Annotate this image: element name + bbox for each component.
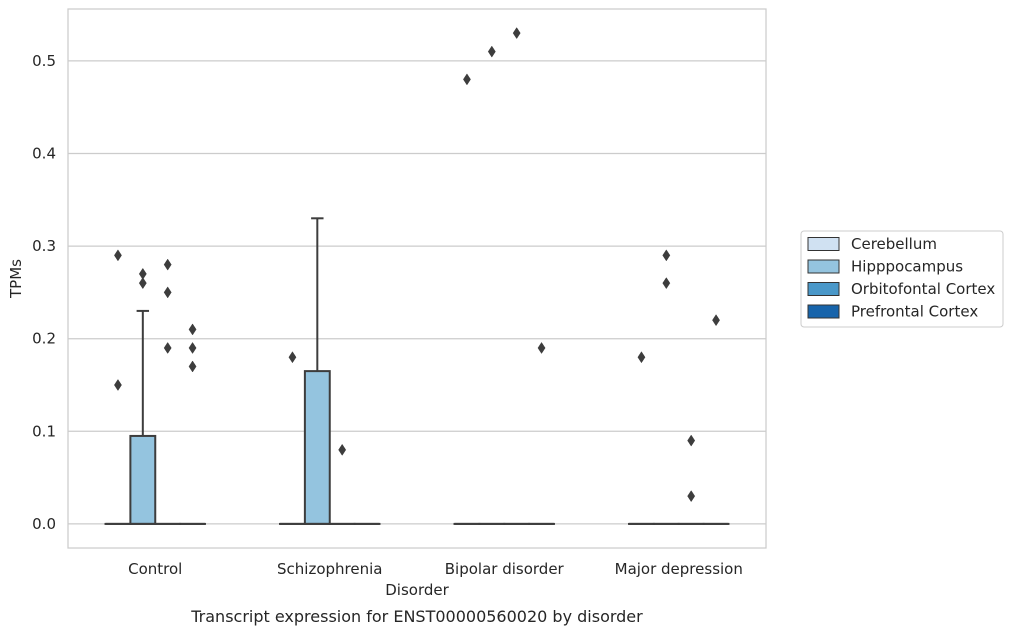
y-tick-label: 0.0 [32,515,56,533]
outlier-point [288,351,297,364]
outlier-point [662,277,671,290]
legend-label: Hipppocampus [851,258,963,276]
box [129,434,157,525]
chart-caption: Transcript expression for ENST0000056002… [190,607,643,626]
y-axis-label: TPMs [7,259,25,299]
legend-swatch [807,304,840,319]
outlier-point [712,314,720,327]
legend-label: Prefrontal Cortex [851,303,978,321]
outlier-point [512,27,521,40]
legend-swatch [807,282,840,296]
outlier-point [163,286,172,299]
x-tick-label: Schizophrenia [277,560,382,578]
outlier-point [114,249,122,262]
y-tick-label: 0.4 [32,144,56,162]
legend-swatch [807,259,840,274]
outlier-point [188,342,197,354]
legend-frame [800,230,1004,328]
outlier-point [163,258,172,271]
legend-label: Cerebellum [851,235,937,253]
legend-label: Orbitofontal Cortex [851,280,995,298]
box [303,370,331,525]
outlier-point [487,45,496,58]
x-tick-label: Control [128,560,182,578]
x-tick-label: Major depression [615,560,743,578]
outlier-point [537,342,546,354]
x-tick-labels: Control Schizophrenia Bipolar disorder Majo… [128,560,743,578]
x-axis-label: Disorder [385,581,449,599]
x-tick-label: Bipolar disorder [445,560,565,578]
outlier-point [114,379,122,391]
legend: Cerebellum Hipppocampus Orbitofontal Corte… [800,230,1004,328]
box-plot-marks [104,27,730,525]
plot-frame [67,8,767,549]
y-tick-label: 0.2 [32,330,56,348]
outlier-point [662,249,671,262]
outlier-point [687,434,696,447]
outlier-point [138,277,147,290]
outlier-point [188,360,197,373]
legend-swatch [807,237,840,251]
outlier-point [463,73,471,86]
y-tick-label: 0.1 [32,422,56,440]
y-tick-label: 0.3 [32,237,56,255]
y-gridlines [68,60,766,525]
y-tick-labels: 0.0 0.1 0.2 0.3 0.4 0.5 [32,52,56,533]
outlier-point [338,443,347,456]
outlier-point [138,267,147,280]
outlier-point [637,351,646,364]
y-tick-label: 0.5 [32,52,56,70]
outlier-point [188,323,197,336]
outlier-point [163,342,172,354]
outlier-point [687,490,696,503]
